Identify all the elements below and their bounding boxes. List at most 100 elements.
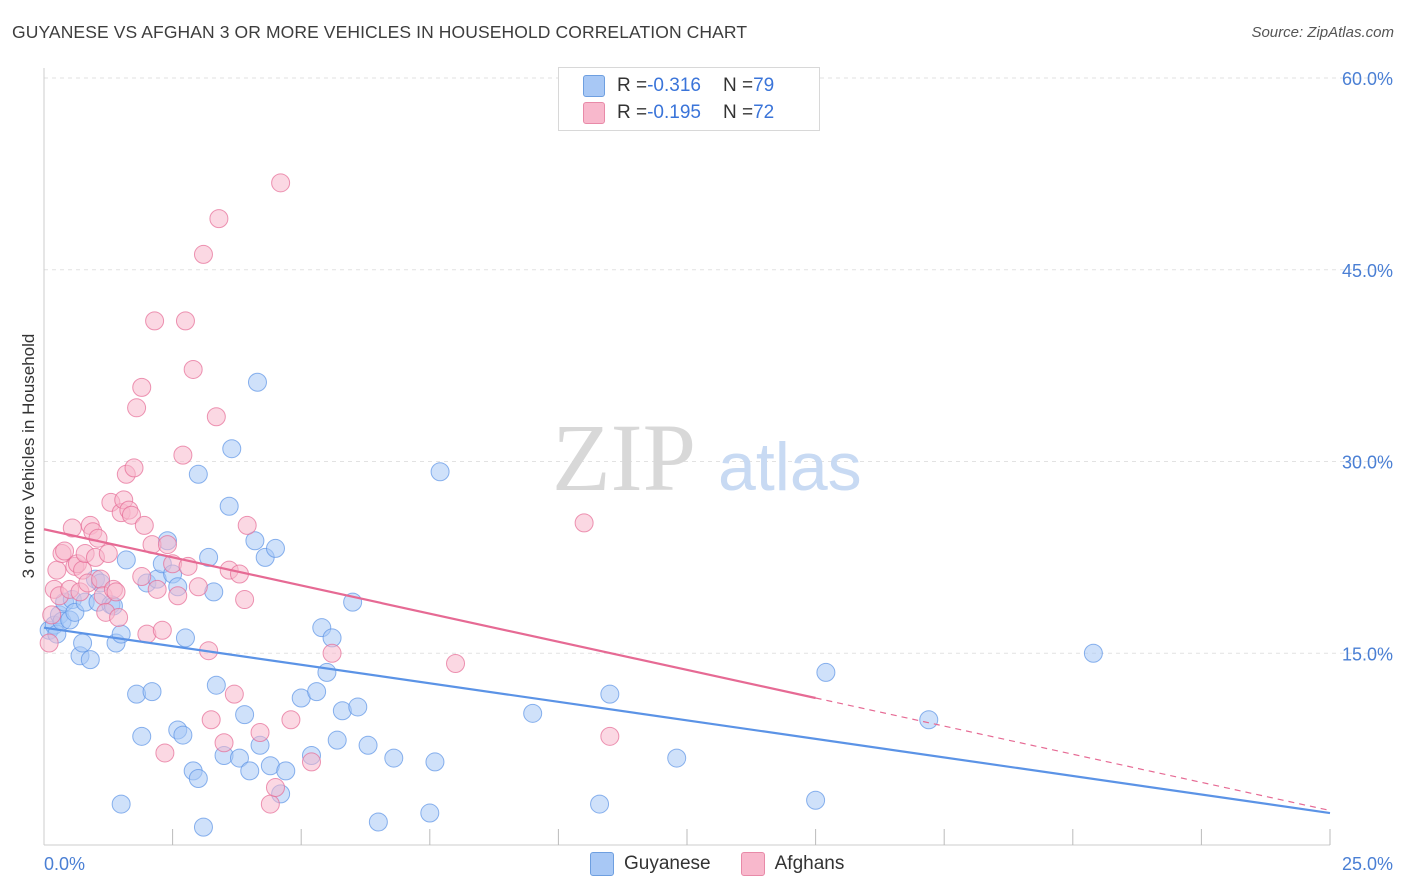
y-tick-label: 15.0% bbox=[1342, 644, 1393, 664]
point-afghans bbox=[209, 209, 229, 229]
point-guyanese bbox=[420, 803, 440, 823]
legend-n-value: 79 bbox=[753, 75, 775, 96]
point-guyanese bbox=[425, 752, 445, 772]
y-tick-label: 30.0% bbox=[1342, 453, 1393, 473]
legend-r-label: R = bbox=[617, 75, 648, 96]
axis-labels: 15.0% 30.0% 45.0% 60.0% 0.0% 25.0% 3 or more V… bbox=[19, 69, 1393, 874]
chart-title: GUYANESE VS AFGHAN 3 OR MORE VEHICLES IN… bbox=[12, 22, 748, 42]
point-guyanese bbox=[348, 697, 368, 717]
point-afghans bbox=[98, 544, 118, 564]
legend-r-value: -0.195 bbox=[647, 102, 701, 123]
watermark-atlas: atlas bbox=[718, 429, 862, 505]
point-guyanese bbox=[175, 628, 195, 648]
y-tick-label: 45.0% bbox=[1342, 261, 1393, 281]
point-afghans bbox=[155, 743, 175, 763]
point-guyanese bbox=[384, 748, 404, 768]
trend-line-afghans bbox=[43, 528, 816, 700]
x-tick-label: 0.0% bbox=[44, 854, 85, 874]
x-tick-label: 25.0% bbox=[1342, 854, 1393, 874]
point-afghans bbox=[55, 541, 75, 561]
point-afghans bbox=[446, 653, 466, 673]
point-afghans bbox=[124, 458, 144, 478]
point-afghans bbox=[42, 605, 62, 625]
point-guyanese bbox=[919, 710, 939, 730]
legend-swatch-guyanese bbox=[583, 75, 605, 97]
point-guyanese bbox=[368, 812, 388, 832]
point-afghans bbox=[132, 377, 152, 397]
point-guyanese bbox=[206, 675, 226, 695]
watermark: ZIP atlas bbox=[552, 404, 862, 511]
point-guyanese bbox=[327, 730, 347, 750]
series-legend-afghans: Afghans bbox=[740, 852, 845, 876]
point-afghans bbox=[147, 579, 167, 599]
point-afghans bbox=[183, 359, 203, 379]
source-label: Source: ZipAtlas.com bbox=[1251, 24, 1394, 41]
point-guyanese bbox=[188, 464, 208, 484]
point-afghans bbox=[39, 633, 59, 653]
point-afghans bbox=[574, 513, 594, 533]
watermark-zip: ZIP bbox=[552, 404, 696, 511]
point-guyanese bbox=[245, 531, 265, 551]
point-afghans bbox=[168, 586, 188, 606]
point-guyanese bbox=[1083, 643, 1103, 663]
point-afghans bbox=[214, 733, 234, 753]
point-guyanese bbox=[600, 684, 620, 704]
point-afghans bbox=[201, 710, 221, 730]
series-legend: Guyanese Afghans bbox=[590, 852, 874, 876]
point-afghans bbox=[224, 684, 244, 704]
point-guyanese bbox=[73, 633, 93, 653]
point-guyanese bbox=[247, 372, 267, 392]
correlation-legend: R = -0.316 N = 79 R = -0.195 N = 72 bbox=[558, 67, 820, 131]
point-afghans bbox=[173, 445, 193, 465]
y-tick-label: 60.0% bbox=[1342, 69, 1393, 89]
point-guyanese bbox=[132, 726, 152, 746]
legend-n-label: N = bbox=[722, 75, 754, 96]
data-points bbox=[39, 173, 1103, 837]
point-afghans bbox=[175, 311, 195, 331]
point-guyanese bbox=[430, 462, 450, 482]
point-guyanese bbox=[240, 761, 260, 781]
point-afghans bbox=[206, 407, 226, 427]
point-afghans bbox=[47, 560, 67, 580]
point-guyanese bbox=[235, 705, 255, 725]
point-guyanese bbox=[806, 790, 826, 810]
point-guyanese bbox=[142, 682, 162, 702]
point-afghans bbox=[322, 643, 342, 663]
y-axis-title: 3 or more Vehicles in Household bbox=[19, 334, 38, 579]
point-guyanese bbox=[80, 650, 100, 670]
trend-line-afghans-extension bbox=[815, 697, 1331, 812]
legend-n-value: 72 bbox=[753, 102, 775, 123]
point-afghans bbox=[152, 620, 172, 640]
point-afghans bbox=[106, 582, 126, 602]
point-guyanese bbox=[816, 662, 836, 682]
series-swatch-guyanese bbox=[590, 852, 614, 876]
point-guyanese bbox=[590, 794, 610, 814]
point-afghans bbox=[600, 726, 620, 746]
trend-line-guyanese bbox=[43, 626, 1331, 815]
axes bbox=[43, 68, 1331, 846]
legend-n-label: N = bbox=[722, 102, 754, 123]
legend-row-afghans: R = -0.195 N = 72 bbox=[583, 100, 774, 126]
point-guyanese bbox=[276, 761, 296, 781]
series-swatch-afghans bbox=[740, 852, 765, 876]
series-label-guyanese: Guyanese bbox=[624, 853, 711, 874]
point-afghans bbox=[235, 590, 255, 610]
point-afghans bbox=[157, 535, 177, 555]
point-afghans bbox=[109, 607, 129, 627]
point-afghans bbox=[134, 515, 154, 535]
point-afghans bbox=[132, 567, 152, 587]
series-label-afghans: Afghans bbox=[774, 853, 845, 874]
point-afghans bbox=[281, 710, 301, 730]
point-afghans bbox=[260, 794, 280, 814]
point-afghans bbox=[301, 752, 321, 772]
point-afghans bbox=[88, 528, 108, 548]
point-guyanese bbox=[667, 748, 687, 768]
point-guyanese bbox=[523, 703, 543, 723]
point-afghans bbox=[188, 577, 208, 597]
point-guyanese bbox=[358, 735, 378, 755]
trend-lines bbox=[43, 528, 1331, 815]
legend-r-value: -0.316 bbox=[647, 75, 701, 96]
point-guyanese bbox=[307, 682, 327, 702]
point-afghans bbox=[237, 515, 257, 535]
point-afghans bbox=[145, 311, 165, 331]
